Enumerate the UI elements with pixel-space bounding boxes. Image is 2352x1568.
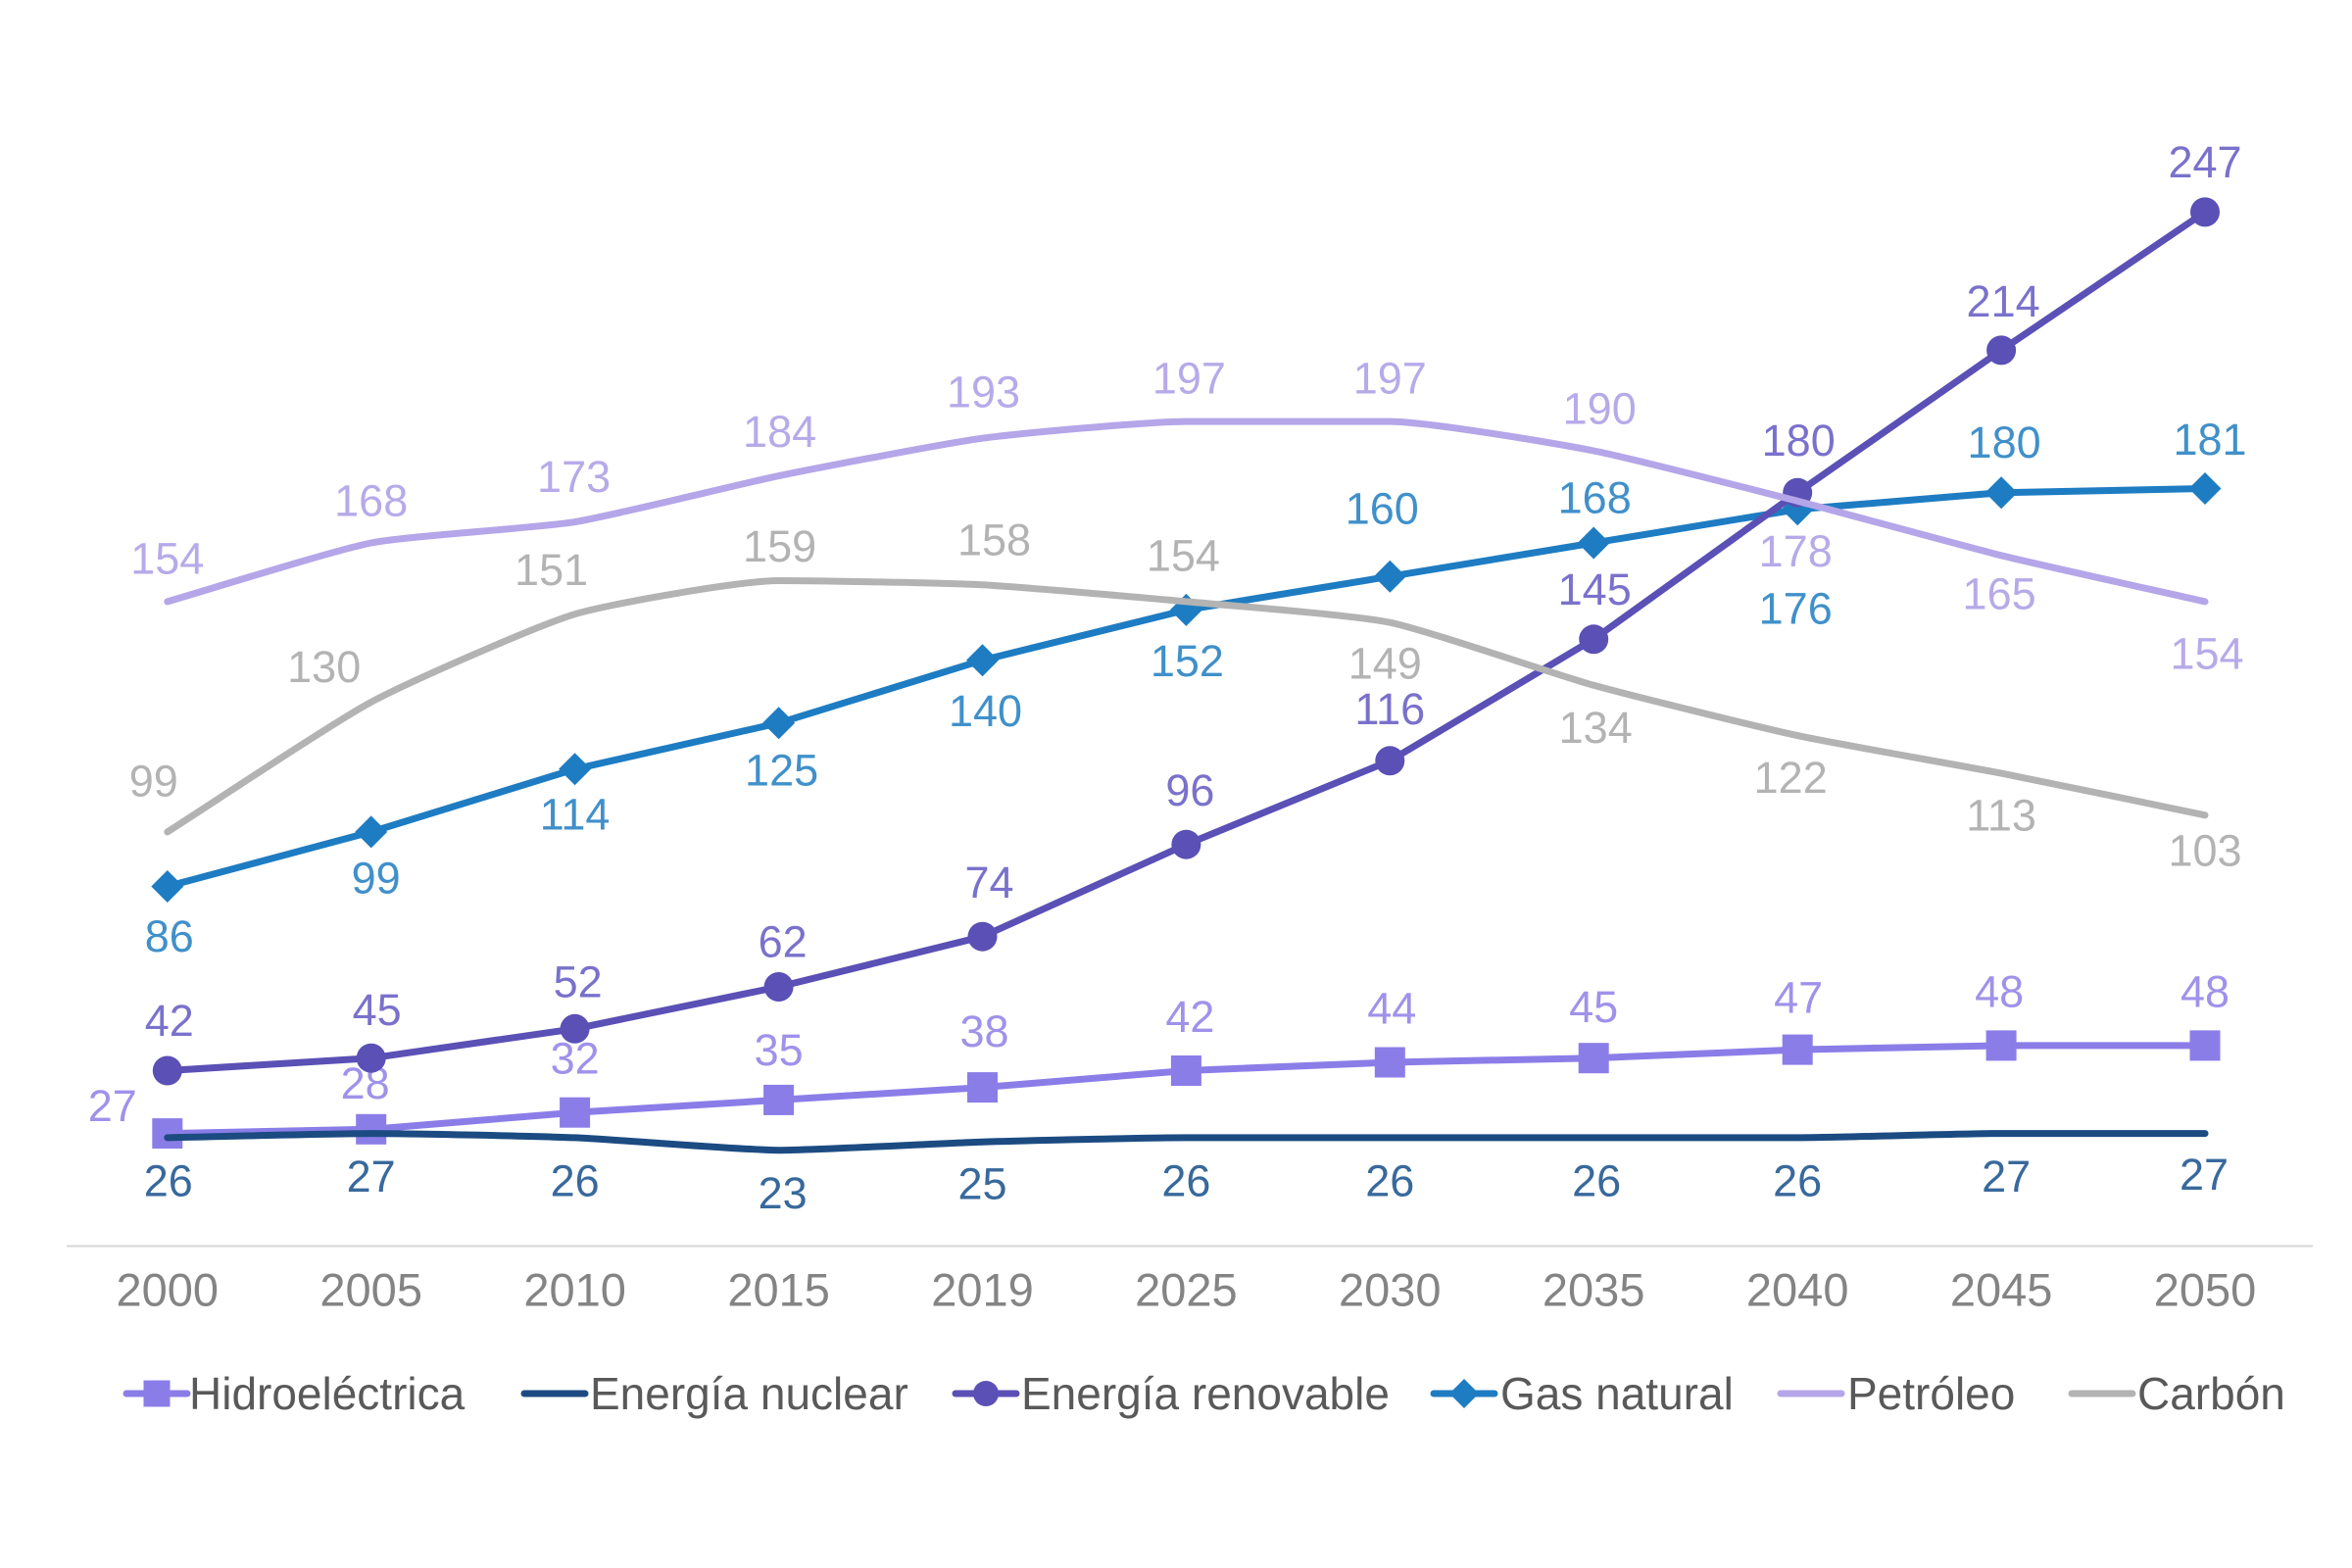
svg-text:145: 145 (1558, 564, 1632, 614)
svg-text:134: 134 (1559, 703, 1633, 753)
svg-text:96: 96 (1165, 765, 1214, 815)
svg-text:44: 44 (1367, 984, 1416, 1034)
svg-text:122: 122 (1754, 753, 1828, 803)
svg-text:168: 168 (334, 476, 408, 526)
svg-text:176: 176 (1759, 583, 1833, 633)
svg-text:Petróleo: Petróleo (1847, 1368, 2015, 1419)
svg-text:180: 180 (1762, 416, 1836, 466)
svg-text:26: 26 (1572, 1155, 1621, 1205)
svg-text:2030: 2030 (1339, 1264, 1442, 1316)
svg-text:151: 151 (514, 545, 588, 595)
svg-text:173: 173 (537, 452, 611, 502)
svg-text:160: 160 (1346, 484, 1419, 534)
svg-text:42: 42 (1165, 992, 1214, 1042)
svg-text:Carbón: Carbón (2137, 1368, 2285, 1419)
svg-text:26: 26 (551, 1155, 600, 1205)
svg-text:2035: 2035 (1543, 1264, 1645, 1316)
svg-text:154: 154 (2170, 628, 2243, 678)
svg-text:193: 193 (947, 368, 1020, 417)
svg-text:42: 42 (145, 996, 194, 1046)
svg-text:247: 247 (2168, 137, 2241, 187)
svg-text:26: 26 (144, 1155, 193, 1205)
svg-text:114: 114 (540, 789, 611, 839)
svg-text:2025: 2025 (1135, 1264, 1238, 1316)
svg-text:154: 154 (130, 533, 204, 583)
svg-text:113: 113 (1966, 791, 2036, 841)
svg-text:214: 214 (1967, 276, 2040, 326)
svg-text:47: 47 (1774, 973, 1823, 1023)
svg-text:197: 197 (1353, 354, 1427, 404)
svg-text:26: 26 (1773, 1155, 1822, 1205)
svg-text:158: 158 (957, 514, 1031, 564)
svg-text:23: 23 (759, 1168, 808, 1218)
svg-text:62: 62 (759, 917, 808, 967)
svg-text:99: 99 (129, 756, 178, 806)
svg-text:2019: 2019 (931, 1264, 1034, 1316)
svg-text:27: 27 (88, 1081, 137, 1131)
svg-text:168: 168 (1558, 473, 1632, 523)
svg-text:27: 27 (347, 1152, 396, 1201)
svg-text:Gas natural: Gas natural (1500, 1368, 1734, 1419)
svg-text:165: 165 (1963, 568, 2036, 618)
svg-text:140: 140 (949, 686, 1022, 736)
svg-text:2040: 2040 (1746, 1264, 1849, 1316)
svg-text:178: 178 (1759, 526, 1833, 576)
svg-text:2015: 2015 (727, 1264, 830, 1316)
svg-text:2010: 2010 (523, 1264, 626, 1316)
svg-text:27: 27 (1982, 1152, 2031, 1201)
svg-text:149: 149 (1348, 639, 1422, 689)
svg-text:2000: 2000 (117, 1264, 220, 1316)
svg-text:125: 125 (745, 745, 818, 795)
svg-text:45: 45 (1569, 982, 1618, 1032)
svg-text:86: 86 (145, 911, 194, 961)
svg-text:2005: 2005 (319, 1264, 422, 1316)
svg-text:Hidroeléctrica: Hidroeléctrica (189, 1368, 466, 1419)
svg-text:52: 52 (554, 956, 603, 1006)
svg-text:184: 184 (743, 407, 816, 457)
svg-text:48: 48 (1975, 966, 2024, 1016)
svg-text:Energía nuclear: Energía nuclear (590, 1368, 908, 1419)
svg-text:26: 26 (1365, 1155, 1414, 1205)
svg-text:130: 130 (287, 642, 361, 692)
svg-text:99: 99 (352, 853, 401, 903)
svg-text:154: 154 (1147, 530, 1220, 580)
svg-text:152: 152 (1151, 636, 1224, 686)
svg-text:45: 45 (353, 985, 402, 1035)
svg-text:181: 181 (2173, 415, 2246, 465)
svg-text:74: 74 (964, 858, 1013, 907)
svg-text:2045: 2045 (1950, 1264, 2053, 1316)
svg-text:116: 116 (1354, 684, 1425, 734)
svg-text:Energía renovable: Energía renovable (1021, 1368, 1390, 1419)
svg-text:38: 38 (959, 1006, 1008, 1056)
svg-text:25: 25 (957, 1159, 1006, 1209)
svg-text:197: 197 (1152, 354, 1226, 404)
svg-text:35: 35 (755, 1025, 804, 1075)
svg-text:103: 103 (2168, 825, 2241, 875)
svg-text:190: 190 (1563, 384, 1637, 434)
svg-text:27: 27 (2180, 1150, 2229, 1200)
svg-text:26: 26 (1161, 1155, 1210, 1205)
svg-text:2050: 2050 (2154, 1264, 2257, 1316)
svg-text:159: 159 (743, 521, 816, 571)
svg-text:48: 48 (2180, 966, 2230, 1016)
svg-text:180: 180 (1968, 417, 2041, 467)
